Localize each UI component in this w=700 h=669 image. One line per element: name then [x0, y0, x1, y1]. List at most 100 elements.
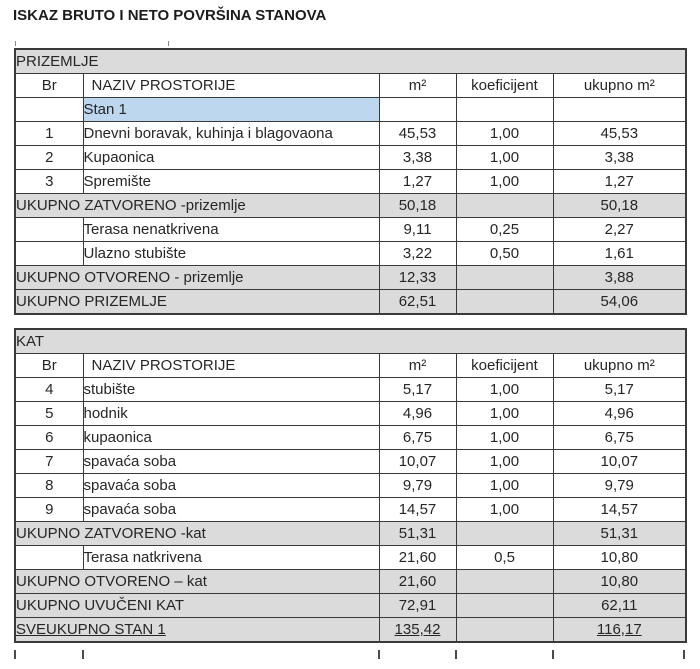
row-number-cell [14, 545, 84, 570]
row-number-cell [14, 241, 84, 266]
total-label-cell: UKUPNO UVUČENI KAT [14, 593, 380, 618]
area-cell: 51,31 [378, 521, 457, 546]
room-name-cell: hodnik [82, 401, 380, 426]
grand-row: SVEUKUPNO STAN 1 135,42 116,17 [14, 617, 687, 643]
area-cell: 72,91 [378, 593, 457, 618]
room-name-cell: Terasa natkrivena [82, 545, 380, 570]
item-row: 6 kupaonica 6,75 1,00 6,75 [14, 425, 687, 450]
row-number-cell: 3 [14, 169, 84, 194]
room-name-cell: Stan 1 [82, 97, 380, 122]
total-area-cell: 4,96 [552, 401, 687, 426]
area-cell: 1,27 [378, 169, 457, 194]
section-header: PRIZEMLJE [14, 48, 687, 74]
item-row: 1 Dnevni boravak, kuhinja i blagovaona 45,… [14, 121, 687, 146]
col-header: koeficijent [455, 353, 554, 378]
row-number-cell: 1 [14, 121, 84, 146]
crop-artifact-stub [82, 650, 84, 659]
total-row: UKUPNO ZATVORENO -kat 51,31 51,31 [14, 521, 687, 546]
column-header-row: Br NAZIV PROSTORIJE m² koeficijent ukupno m² [14, 353, 687, 378]
coefficient-cell: 1,00 [455, 425, 554, 450]
room-name-cell: spavaća soba [82, 473, 380, 498]
kat-table: KAT Br NAZIV PROSTORIJE m² koeficijent ukupno… [14, 328, 688, 643]
total-area-cell: 51,31 [552, 521, 687, 546]
coefficient-cell [455, 193, 554, 218]
area-cell: 9,79 [378, 473, 457, 498]
row-number-cell: 4 [14, 377, 84, 402]
room-name-cell: stubište [82, 377, 380, 402]
item-row: 2 Kupaonica 3,38 1,00 3,38 [14, 145, 687, 170]
area-cell: 45,53 [378, 121, 457, 146]
area-cell: 3,38 [378, 145, 457, 170]
item-row: Terasa nenatkrivena 9,11 0,25 2,27 [14, 217, 687, 242]
coefficient-cell: 1,00 [455, 497, 554, 522]
area-cell: 4,96 [378, 401, 457, 426]
total-area-cell: 50,18 [552, 193, 687, 218]
item-row: 5 hodnik 4,96 1,00 4,96 [14, 401, 687, 426]
crop-artifact-stub [552, 650, 554, 659]
row-number-cell: 6 [14, 425, 84, 450]
col-header: Br [14, 73, 84, 98]
area-cell: 62,51 [378, 289, 457, 315]
coefficient-cell: 0,5 [455, 545, 554, 570]
page-title: ISKAZ BRUTO I NETO POVRŠINA STANOVA [13, 7, 327, 24]
area-cell [378, 97, 457, 122]
coefficient-cell [455, 289, 554, 315]
row-number-cell: 2 [14, 145, 84, 170]
row-number-cell: 5 [14, 401, 84, 426]
total-row: UKUPNO OTVORENO – kat 21,60 10,80 [14, 569, 687, 594]
total-row: UKUPNO UVUČENI KAT 72,91 62,11 [14, 593, 687, 618]
crop-artifact-stub [14, 650, 16, 659]
section-header: KAT [14, 328, 687, 354]
area-cell: 6,75 [378, 425, 457, 450]
col-header: NAZIV PROSTORIJE [82, 73, 380, 98]
total-area-cell: 10,80 [552, 545, 687, 570]
item-row: 4 stubište 5,17 1,00 5,17 [14, 377, 687, 402]
coefficient-cell: 1,00 [455, 449, 554, 474]
col-header: m² [378, 73, 457, 98]
total-area-cell: 6,75 [552, 425, 687, 450]
room-name-cell: spavaća soba [82, 449, 380, 474]
area-cell: 50,18 [378, 193, 457, 218]
coefficient-cell: 0,50 [455, 241, 554, 266]
row-number-cell: 9 [14, 497, 84, 522]
area-cell: 21,60 [378, 569, 457, 594]
area-cell: 9,11 [378, 217, 457, 242]
total-label-cell: UKUPNO OTVORENO – kat [14, 569, 380, 594]
coefficient-cell: 1,00 [455, 121, 554, 146]
total-area-cell: 62,11 [552, 593, 687, 618]
coefficient-cell: 0,25 [455, 217, 554, 242]
area-cell: 14,57 [378, 497, 457, 522]
highlight-row: Stan 1 [14, 97, 687, 122]
coefficient-cell: 1,00 [455, 145, 554, 170]
coefficient-cell [455, 265, 554, 290]
total-label-cell: UKUPNO ZATVORENO -kat [14, 521, 380, 546]
coefficient-cell: 1,00 [455, 377, 554, 402]
total-area-cell: 10,80 [552, 569, 687, 594]
total-area-cell: 45,53 [552, 121, 687, 146]
area-cell: 12,33 [378, 265, 457, 290]
area-cell: 3,22 [378, 241, 457, 266]
crop-artifact-stub [378, 650, 380, 659]
col-header: ukupno m² [552, 73, 687, 98]
column-header-row: Br NAZIV PROSTORIJE m² koeficijent ukupno m² [14, 73, 687, 98]
total-label-cell: SVEUKUPNO STAN 1 [14, 617, 380, 643]
col-header: koeficijent [455, 73, 554, 98]
total-area-cell: 3,88 [552, 265, 687, 290]
total-row: UKUPNO PRIZEMLJE 62,51 54,06 [14, 289, 687, 315]
section-row: KAT [14, 328, 687, 354]
crop-artifact-tick [168, 41, 169, 46]
crop-artifact-tick [15, 41, 16, 46]
section-row: PRIZEMLJE [14, 48, 687, 74]
item-row: 3 Spremište 1,27 1,00 1,27 [14, 169, 687, 194]
coefficient-cell: 1,00 [455, 473, 554, 498]
total-area-cell: 1,61 [552, 241, 687, 266]
col-header: ukupno m² [552, 353, 687, 378]
item-row: Terasa natkrivena 21,60 0,5 10,80 [14, 545, 687, 570]
coefficient-cell: 1,00 [455, 401, 554, 426]
item-row: 7 spavaća soba 10,07 1,00 10,07 [14, 449, 687, 474]
total-row: UKUPNO ZATVORENO -prizemlje 50,18 50,18 [14, 193, 687, 218]
total-row: UKUPNO OTVORENO - prizemlje 12,33 3,88 [14, 265, 687, 290]
row-number-cell: 8 [14, 473, 84, 498]
col-header: Br [14, 353, 84, 378]
crop-artifact-stub [683, 650, 685, 659]
